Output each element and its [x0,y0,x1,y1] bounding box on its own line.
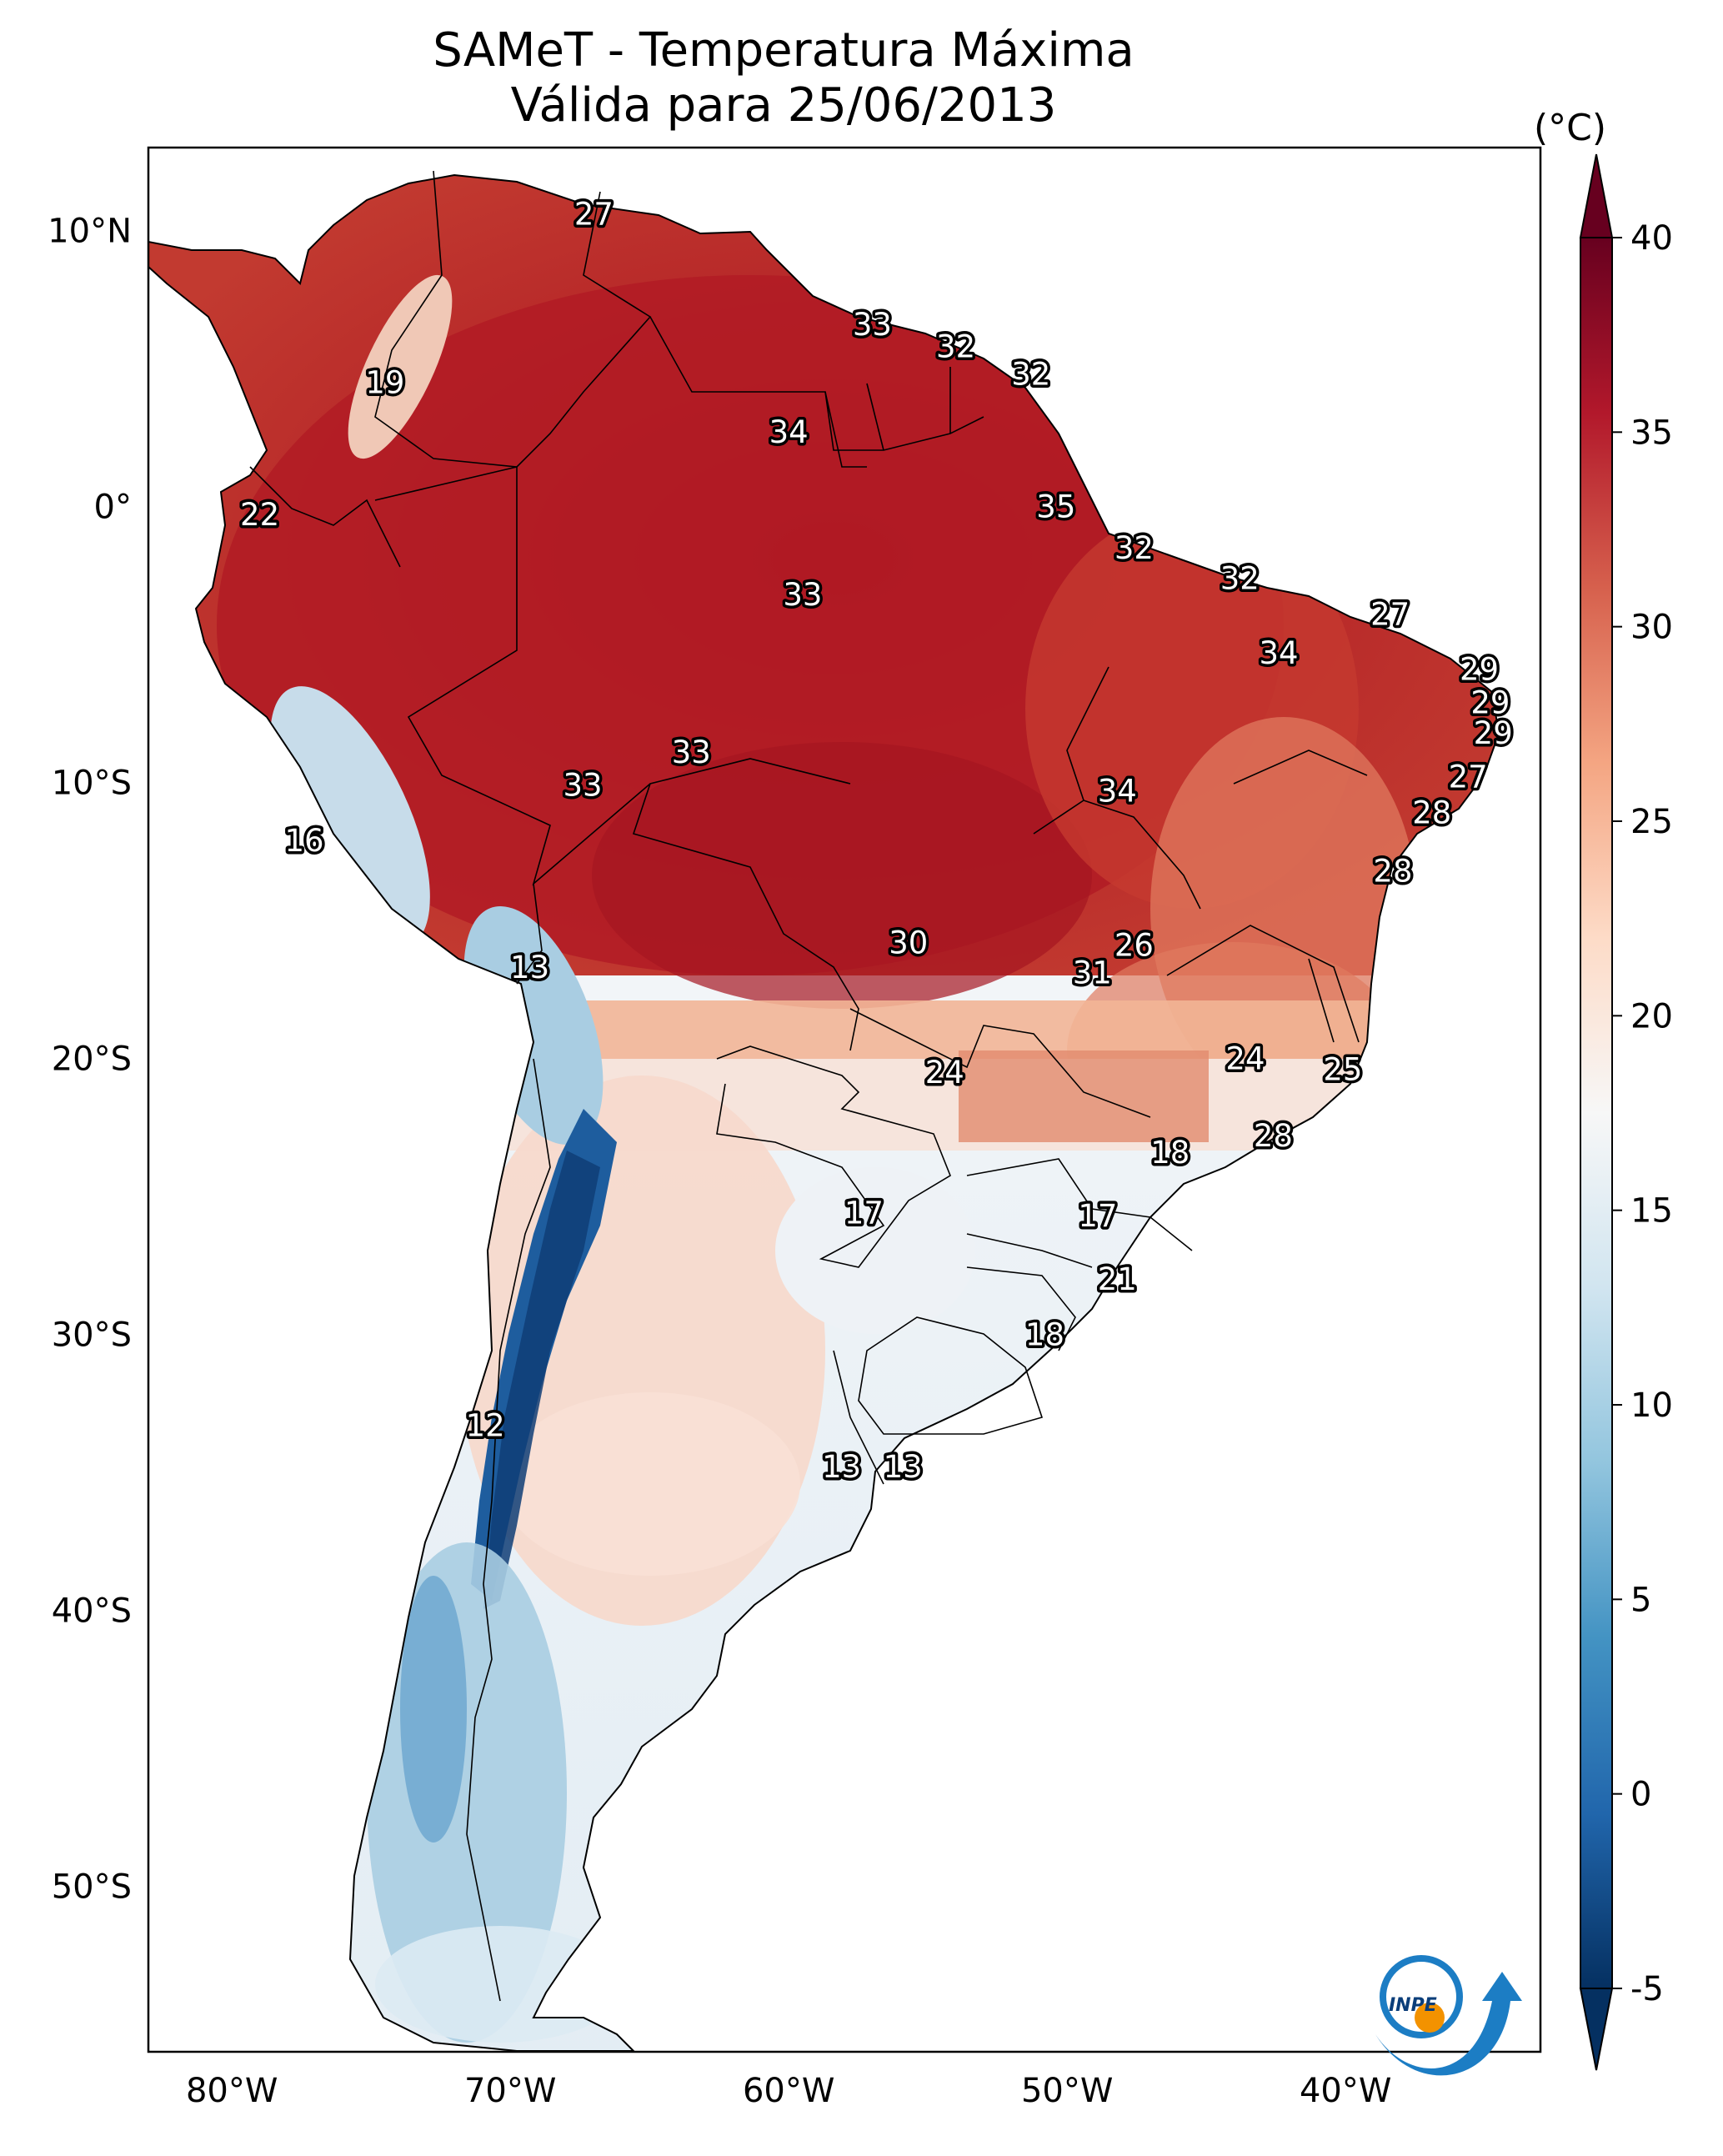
colorbar-tick-label: 15 [1630,1192,1673,1231]
temperature-value-label: 33 [853,307,892,343]
lat-tick-label: 20°S [52,1040,132,1078]
colorbar-tick-label: 35 [1630,414,1673,452]
temperature-value-label: 33 [672,735,711,770]
lon-tick-label: 60°W [743,2072,834,2110]
lat-tick-label: 10°N [48,212,132,250]
temperature-value-label: 28 [1412,795,1451,831]
colorbar-unit: (°C) [1534,107,1607,149]
lon-tick-label: 40°W [1300,2072,1391,2110]
temperature-value-label: 12 [466,1408,505,1444]
temperature-value-label: 18 [1150,1135,1190,1171]
temperature-value-label: 13 [884,1449,923,1485]
lat-tick-label: 50°S [52,1868,132,1906]
temperature-value-label: 25 [1323,1052,1362,1088]
temperature-value-label: 34 [1098,773,1137,809]
temperature-value-label: 30 [889,925,928,960]
temperature-value-label: 13 [510,950,549,985]
map-title-line2: Válida para 25/06/2013 [510,78,1057,133]
colorbar-tick-label: 25 [1630,803,1673,841]
temperature-value-label: 27 [1370,596,1410,632]
temperature-value-label: 35 [1036,489,1075,524]
colorbar-tick-label: 0 [1630,1776,1651,1814]
colorbar-tick-label: -5 [1630,1970,1664,2008]
temperature-value-label: 27 [1449,760,1488,795]
temperature-value-label: 28 [1254,1118,1293,1154]
colorbar-tick-label: 40 [1630,219,1673,258]
temperature-value-label: 29 [1470,684,1510,720]
temperature-value-label: 27 [574,196,614,232]
temperature-value-label: 19 [365,364,404,400]
temperature-value-label: 26 [1114,928,1154,964]
temperature-value-label: 29 [1474,715,1513,751]
temperature-value-label: 32 [1220,560,1260,596]
colorbar-tick-label: 20 [1630,997,1673,1035]
temperature-value-label: 29 [1460,652,1499,688]
temperature-value-label: 33 [563,768,602,804]
axis-ticks: 80°W 70°W 60°W 50°W 40°W 10°N 0° 10°S 20°S 30°S 40… [48,212,1391,2110]
temperature-value-label: 32 [1011,356,1050,392]
temperature-value-label: 13 [822,1449,861,1485]
map-title-line1: SAMeT - Temperatura Máxima [433,23,1134,78]
temperature-value-label: 16 [284,823,323,859]
colorbar: 40 35 30 25 20 15 10 5 0 -5 [1579,153,1673,2071]
lat-tick-label: 10°S [52,764,132,802]
temperature-value-label: 24 [1225,1040,1265,1076]
logo-text: INPE [1389,1995,1437,2016]
temperature-value-label: 31 [1073,955,1112,991]
colorbar-tick-label: 30 [1630,609,1673,647]
map-axes-frame [147,146,1542,2053]
colorbar-tick-label: 5 [1630,1581,1651,1619]
temperature-field [148,175,1499,2051]
temperature-value-label: 32 [936,328,975,364]
temperature-value-label: 21 [1098,1261,1137,1297]
lon-tick-label: 50°W [1021,2072,1113,2110]
temperature-value-label: 32 [1114,530,1154,566]
temperature-value-label: 33 [783,577,822,613]
country-borders [249,170,1368,2002]
lon-tick-label: 70°W [464,2072,556,2110]
temperature-value-label: 22 [240,497,279,533]
colorbar-tick-label: 10 [1630,1386,1673,1425]
lat-tick-label: 0° [94,488,132,526]
lon-tick-label: 80°W [186,2072,278,2110]
temperature-value-label: 18 [1025,1316,1064,1352]
temperature-value-label: 17 [844,1196,884,1231]
inpe-logo: INPE [1375,1955,1522,2076]
lat-tick-label: 40°S [52,1592,132,1630]
temperature-value-label: 17 [1078,1198,1117,1234]
temperature-value-label: 24 [925,1055,964,1091]
temperature-value-label: 28 [1373,853,1412,889]
lat-tick-label: 30°S [52,1316,132,1354]
temperature-value-label: 34 [769,414,809,450]
temperature-value-label: 34 [1259,635,1298,671]
